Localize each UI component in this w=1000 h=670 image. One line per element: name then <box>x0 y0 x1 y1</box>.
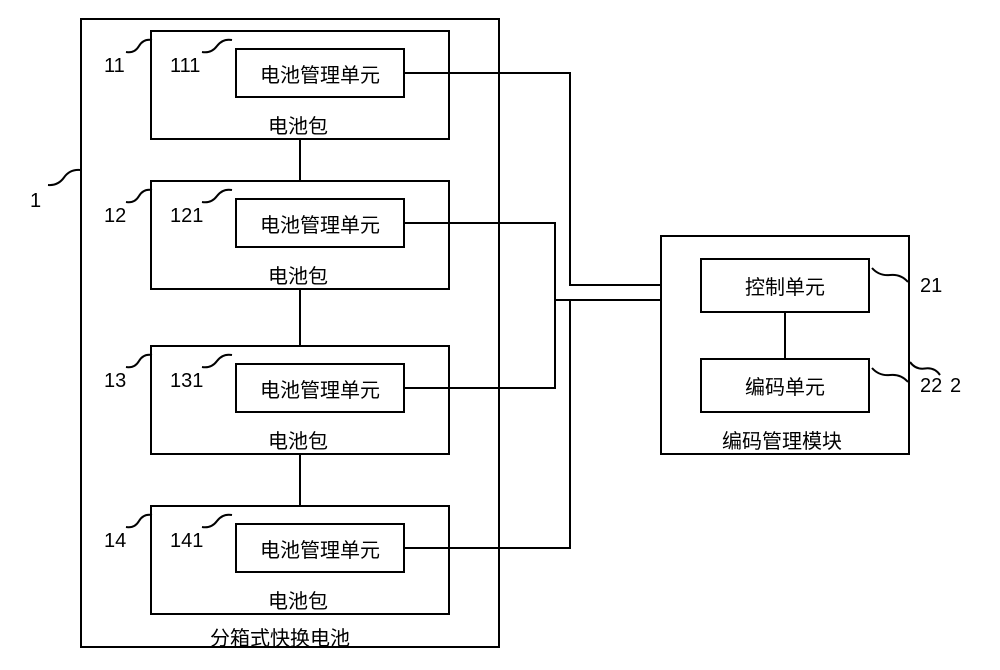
encoding-module-title: 编码管理模块 <box>722 425 842 454</box>
ref-11: 11 <box>104 55 125 78</box>
control-unit-box: 控制单元 <box>700 258 870 313</box>
bmu-1-label: 电池管理单元 <box>260 209 380 238</box>
ref-2: 2 <box>950 375 961 398</box>
ref-22: 22 <box>920 375 942 398</box>
bmu-3-label: 电池管理单元 <box>260 534 380 563</box>
encoding-unit-label: 编码单元 <box>745 371 825 400</box>
ref-21: 21 <box>920 275 942 298</box>
bmu-1: 电池管理单元 <box>235 198 405 248</box>
ref-121: 121 <box>170 205 203 228</box>
pack-2-label: 电池包 <box>268 425 328 454</box>
battery-module-title: 分箱式快换电池 <box>210 622 350 651</box>
bmu-3: 电池管理单元 <box>235 523 405 573</box>
control-unit-label: 控制单元 <box>745 271 825 300</box>
pack-1-label: 电池包 <box>268 260 328 289</box>
ref-13: 13 <box>104 370 126 393</box>
encoding-unit-box: 编码单元 <box>700 358 870 413</box>
bmu-2: 电池管理单元 <box>235 363 405 413</box>
bmu-2-label: 电池管理单元 <box>260 374 380 403</box>
ref-14: 14 <box>104 530 126 553</box>
bmu-0-label: 电池管理单元 <box>260 59 380 88</box>
ref-131: 131 <box>170 370 203 393</box>
ref-1: 1 <box>30 190 41 213</box>
ref-111: 111 <box>170 55 200 78</box>
ref-141: 141 <box>170 530 203 553</box>
pack-3-label: 电池包 <box>268 585 328 614</box>
ref-12: 12 <box>104 205 126 228</box>
bmu-0: 电池管理单元 <box>235 48 405 98</box>
pack-0-label: 电池包 <box>268 110 328 139</box>
